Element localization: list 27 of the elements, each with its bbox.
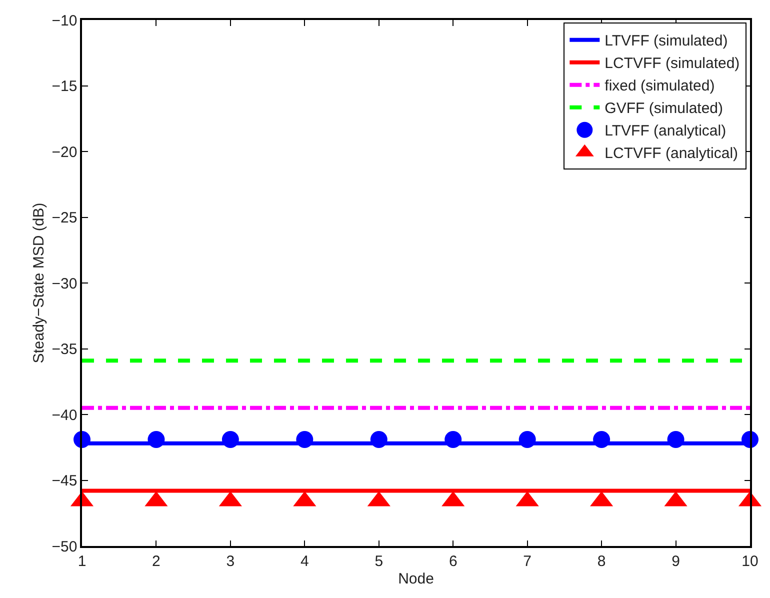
x-tick-label: 7 bbox=[523, 552, 532, 570]
y-tick-label: −45 bbox=[52, 472, 78, 490]
y-tick-label: −50 bbox=[52, 538, 78, 556]
x-tick-label: 2 bbox=[152, 552, 160, 570]
legend-label: LTVFF (simulated) bbox=[604, 32, 728, 50]
x-tick-label: 6 bbox=[448, 552, 458, 570]
y-tick-label: −25 bbox=[52, 210, 78, 226]
legend-label: LCTVFF (simulated) bbox=[604, 55, 740, 72]
y-tick-label: −30 bbox=[52, 275, 78, 292]
legend-label: GVFF (simulated) bbox=[604, 100, 724, 118]
x-tick-label: 4 bbox=[300, 552, 309, 570]
legend-label: fixed (simulated) bbox=[604, 78, 715, 95]
y-tick-label: −10 bbox=[52, 12, 78, 30]
x-tick-label: 8 bbox=[597, 552, 606, 570]
y-tick-label: −40 bbox=[52, 406, 78, 424]
legend-label: LCTVFF (analytical) bbox=[604, 145, 738, 162]
y-tick-label: −35 bbox=[52, 341, 78, 358]
x-tick-label: 5 bbox=[374, 552, 384, 570]
x-tick-label: 10 bbox=[742, 552, 758, 570]
x-tick-label: 9 bbox=[672, 552, 680, 570]
x-axis-title: Node bbox=[398, 570, 434, 588]
y-axis-title: Steady−State MSD (dB) bbox=[30, 202, 48, 364]
y-tick-label: −15 bbox=[52, 78, 78, 95]
x-tick-label: 3 bbox=[226, 552, 235, 570]
legend-label: LTVFF (analytical) bbox=[604, 122, 726, 140]
x-tick-label: 1 bbox=[78, 552, 86, 570]
y-tick-label: −20 bbox=[52, 144, 78, 161]
